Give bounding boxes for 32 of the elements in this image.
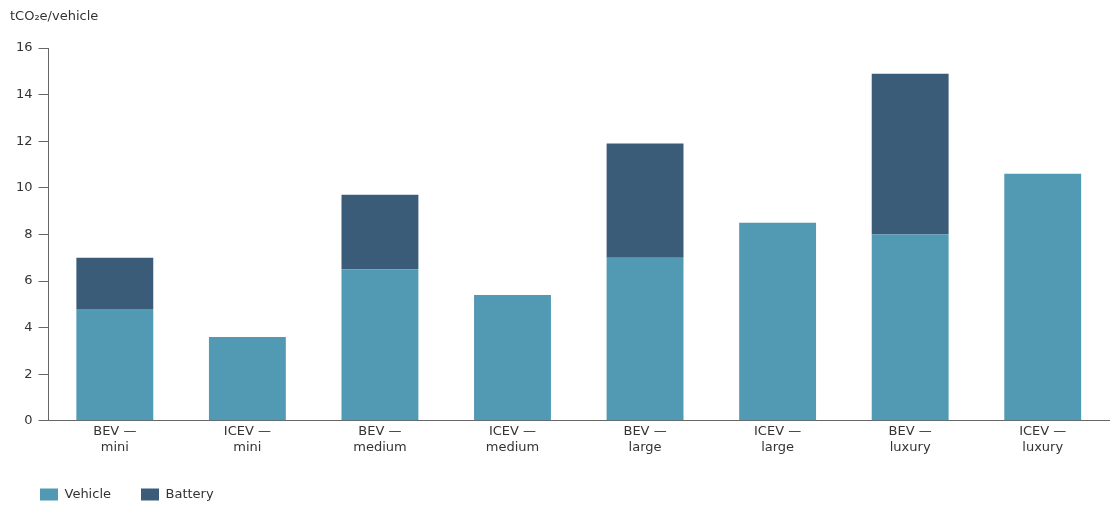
bar bbox=[474, 294, 551, 421]
x-tick-label: ICEV — medium bbox=[485, 422, 540, 454]
bar bbox=[739, 222, 817, 421]
bar bbox=[341, 194, 419, 270]
y-tick-label: 0 bbox=[24, 412, 33, 428]
bar bbox=[606, 257, 684, 421]
bar bbox=[76, 308, 154, 421]
bar bbox=[341, 269, 419, 421]
bar bbox=[208, 336, 286, 421]
y-tick-label: 12 bbox=[16, 132, 33, 148]
bar bbox=[871, 234, 949, 421]
bar bbox=[76, 257, 154, 309]
x-tick-label: BEV — mini bbox=[93, 422, 137, 454]
bar bbox=[606, 143, 684, 258]
x-tick-label: BEV — medium bbox=[353, 422, 407, 454]
x-tick-label: ICEV — luxury bbox=[1019, 422, 1067, 454]
y-axis-title: tCO₂e/vehicle bbox=[10, 8, 99, 23]
bar bbox=[871, 73, 949, 235]
y-tick-label: 8 bbox=[24, 225, 33, 241]
y-tick-label: 14 bbox=[16, 85, 33, 101]
bar bbox=[1004, 173, 1082, 421]
legend-label: Vehicle bbox=[64, 485, 111, 501]
x-tick-label: BEV — large bbox=[623, 422, 667, 454]
y-tick-label: 2 bbox=[24, 365, 33, 381]
y-tick-label: 6 bbox=[24, 272, 33, 288]
y-tick-label: 16 bbox=[16, 39, 33, 55]
x-tick-label: BEV — luxury bbox=[888, 422, 932, 454]
x-tick-label: ICEV — large bbox=[754, 422, 802, 454]
y-tick-label: 10 bbox=[16, 179, 33, 195]
x-tick-label: ICEV — mini bbox=[223, 422, 271, 454]
y-tick-label: 4 bbox=[24, 318, 33, 334]
legend-label: Battery bbox=[165, 485, 214, 501]
